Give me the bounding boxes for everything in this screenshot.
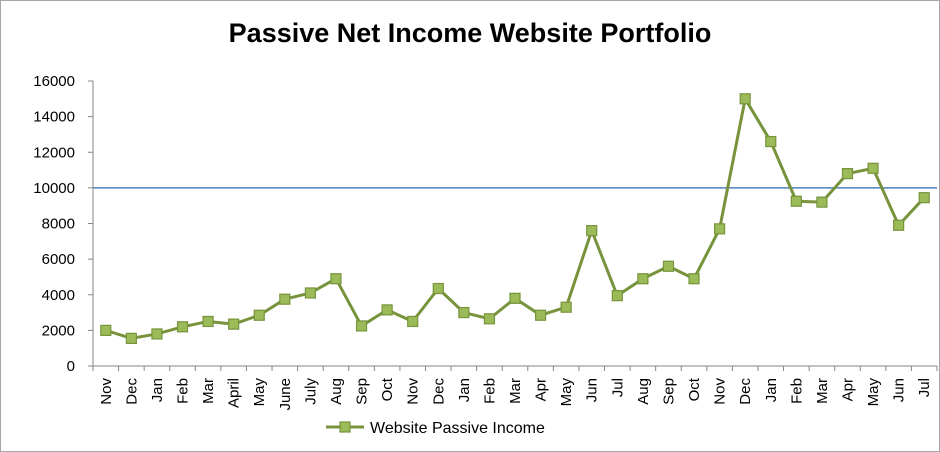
y-tick-label: 10000	[33, 180, 75, 197]
data-point	[330, 273, 342, 285]
data-point	[381, 304, 393, 316]
x-tick-label: Aug	[635, 378, 652, 405]
data-point	[483, 313, 496, 325]
chart-title: Passive Net Income Website Portfolio	[228, 18, 712, 48]
data-point	[688, 273, 700, 285]
x-tick-label: Mar	[507, 378, 524, 404]
data-point	[816, 196, 828, 208]
x-tick-label: May	[865, 378, 882, 407]
data-point	[586, 225, 598, 237]
data-point	[714, 223, 726, 235]
x-tick-label: July	[302, 378, 319, 405]
x-tick-label: Feb	[481, 378, 498, 404]
data-point	[534, 309, 547, 321]
x-tick-label: Nov	[712, 378, 729, 405]
x-tick-label: Feb	[175, 378, 192, 404]
data-point	[739, 93, 751, 105]
y-tick-label: 16000	[33, 73, 75, 90]
x-tick-label: Aug	[328, 378, 345, 405]
data-point	[202, 315, 214, 328]
y-tick-label: 12000	[33, 144, 75, 161]
x-tick-label: Oct	[686, 377, 703, 401]
data-point	[509, 292, 521, 304]
data-point	[355, 320, 368, 332]
data-point	[458, 306, 470, 319]
data-point	[125, 332, 137, 344]
y-tick-label: 4000	[42, 287, 75, 304]
x-tick-label: Apr	[839, 378, 856, 401]
data-point	[918, 192, 930, 204]
x-tick-label: Oct	[379, 377, 396, 401]
x-tick-label: April	[226, 378, 243, 408]
data-point	[432, 282, 444, 295]
x-tick-label: Jan	[149, 378, 166, 402]
y-tick-label: 2000	[42, 322, 75, 339]
data-point	[151, 328, 163, 340]
data-point	[407, 315, 419, 328]
x-tick-label: May	[558, 378, 575, 407]
x-tick-label: May	[251, 378, 268, 407]
x-tick-label: Mar	[200, 378, 217, 404]
x-tick-label: Jul	[916, 378, 933, 397]
data-point	[893, 219, 905, 231]
x-tick-label: Nov	[98, 378, 115, 405]
data-point	[611, 290, 623, 302]
data-point	[662, 260, 675, 272]
data-point	[100, 324, 112, 336]
y-tick-label: 14000	[33, 109, 75, 126]
x-tick-label: Mar	[814, 378, 831, 404]
data-point	[867, 162, 879, 174]
y-tick-label: 8000	[42, 216, 75, 233]
x-tick-label: Jun	[891, 378, 908, 402]
y-tick-label: 6000	[42, 251, 75, 268]
data-point	[765, 135, 777, 148]
x-tick-label: June	[277, 378, 294, 411]
x-tick-label: Jan	[456, 378, 473, 402]
data-point	[176, 321, 189, 333]
x-tick-label: Jul	[609, 378, 626, 397]
x-tick-label: Jan	[763, 378, 780, 402]
data-point	[304, 287, 316, 299]
x-tick-label: Sep	[660, 378, 677, 405]
x-tick-label: Dec	[737, 378, 754, 405]
x-tick-label: Dec	[430, 378, 447, 405]
data-point	[279, 293, 291, 305]
x-tick-label: Jun	[584, 378, 601, 402]
data-point	[228, 318, 240, 330]
legend-marker	[339, 421, 351, 433]
x-tick-label: Apr	[533, 378, 550, 401]
x-tick-label: Sep	[354, 378, 371, 405]
y-tick-label: 0	[67, 358, 75, 375]
data-point	[253, 309, 265, 321]
data-point	[560, 301, 572, 313]
data-point	[841, 168, 854, 180]
x-tick-label: Feb	[788, 378, 805, 404]
x-tick-label: Dec	[123, 378, 140, 405]
data-point	[637, 273, 649, 285]
x-tick-label: Nov	[405, 378, 422, 405]
legend-label: Website Passive Income	[370, 420, 545, 437]
data-point	[790, 195, 802, 207]
